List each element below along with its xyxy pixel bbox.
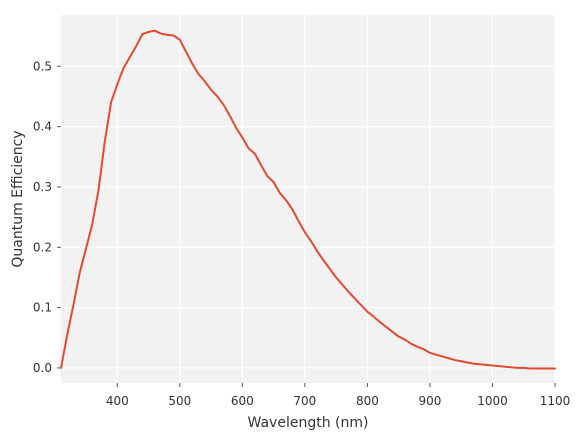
x-tick-label: 900: [418, 394, 441, 408]
y-tick-label: 0.5: [33, 59, 52, 73]
axis-ticks: 400 500 600 700 800 900 1000 1100 0.0 0.1 0.2 0.3 0.…: [33, 59, 570, 408]
x-tick-label: 1000: [477, 394, 508, 408]
x-tick-label: 600: [231, 394, 254, 408]
x-tick-label: 1100: [540, 394, 571, 408]
x-axis-label: Wavelength (nm): [248, 415, 369, 431]
y-tick-label: 0.2: [33, 240, 52, 254]
x-tick-label: 800: [356, 394, 379, 408]
series-line: [60, 29, 556, 370]
plot-area: [61, 15, 555, 383]
y-tick-label: 0.1: [33, 301, 52, 315]
x-tick-label: 500: [168, 394, 191, 408]
y-tick-label: 0.0: [33, 361, 52, 375]
y-axis-label: Quantum Efficiency: [10, 130, 26, 267]
y-tick-label: 0.4: [33, 120, 52, 134]
series-layer: [60, 29, 556, 370]
y-tick-label: 0.3: [33, 180, 52, 194]
x-tick-label: 400: [106, 394, 129, 408]
x-tick-label: 700: [293, 394, 316, 408]
grid: [61, 15, 556, 383]
